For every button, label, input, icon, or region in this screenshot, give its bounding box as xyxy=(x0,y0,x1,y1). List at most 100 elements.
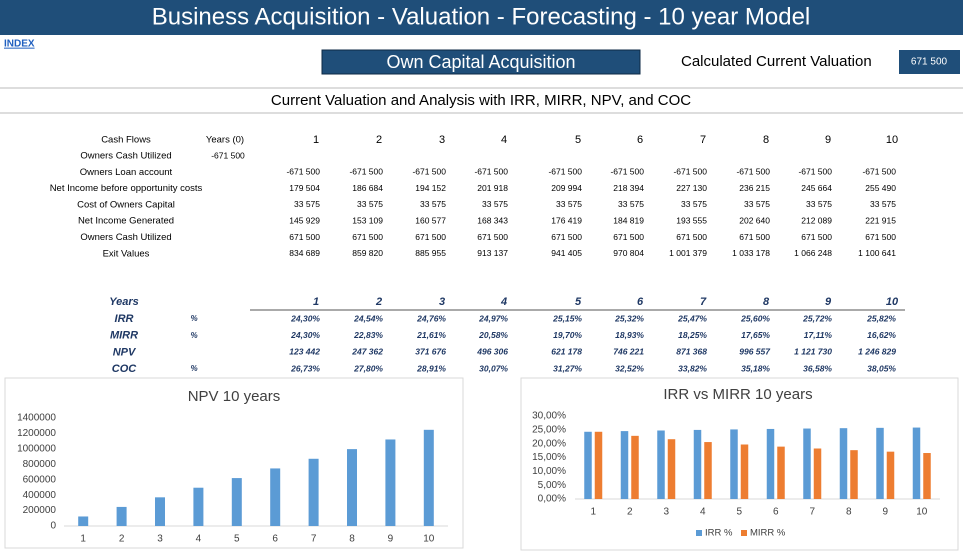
bar xyxy=(231,478,242,526)
cell: 36,58% xyxy=(803,363,832,373)
y-tick-label: 600000 xyxy=(23,474,57,485)
cell: 671 500 xyxy=(551,232,582,242)
y-tick-label: 10,00% xyxy=(532,466,566,477)
cell: 25,72% xyxy=(802,313,832,323)
x-tick-label: 2 xyxy=(627,507,633,518)
y-tick-label: 5,00% xyxy=(538,480,566,491)
col-header: 7 xyxy=(700,134,706,146)
cell: 193 555 xyxy=(676,215,707,225)
cell: 24,30% xyxy=(290,330,320,340)
cell: 496 306 xyxy=(476,347,508,357)
row-label: MIRR xyxy=(110,330,138,342)
col-header: 6 xyxy=(637,134,643,146)
cell: 28,91% xyxy=(416,363,446,373)
bar xyxy=(803,428,811,499)
y-tick-label: 0,00% xyxy=(538,494,566,505)
cell: 1 066 248 xyxy=(794,248,832,258)
chart-frame xyxy=(520,377,959,551)
legend-swatch xyxy=(741,530,747,536)
cell: -671 500 xyxy=(736,167,770,177)
row-header: Years xyxy=(109,296,139,308)
cell: 26,73% xyxy=(290,363,320,373)
x-tick-label: 3 xyxy=(157,534,163,545)
cell: 179 504 xyxy=(289,183,320,193)
cell: 671 500 xyxy=(739,232,770,242)
cell: 221 915 xyxy=(865,215,896,225)
y-tick-label: 800000 xyxy=(23,459,57,470)
cell: 30,07% xyxy=(479,363,508,373)
bar xyxy=(730,429,738,499)
col-header: 9 xyxy=(825,296,832,308)
cell: 236 215 xyxy=(739,183,770,193)
cell: -671 500 xyxy=(211,150,245,160)
cell: 671 500 xyxy=(415,232,446,242)
row-label: NPV xyxy=(113,346,137,358)
cell: 145 929 xyxy=(289,215,320,225)
col-header: 1 xyxy=(313,134,319,146)
cell: 19,70% xyxy=(553,330,582,340)
row-header: Cash Flows xyxy=(101,135,151,146)
unit: % xyxy=(190,331,197,340)
cell: 212 089 xyxy=(801,215,832,225)
mode-button[interactable] xyxy=(321,49,641,75)
valuation-value: 671 500 xyxy=(911,57,948,68)
cell: 160 577 xyxy=(415,215,446,225)
x-tick-label: 9 xyxy=(882,507,888,518)
cell: 33 575 xyxy=(482,199,508,209)
cell: 25,60% xyxy=(740,313,770,323)
chart-title: IRR vs MIRR 10 years xyxy=(663,386,812,403)
bar xyxy=(385,439,396,526)
bar xyxy=(116,506,127,526)
bar xyxy=(740,444,749,499)
bar xyxy=(270,468,281,526)
col-header: 5 xyxy=(575,296,582,308)
bar xyxy=(347,449,357,526)
cell: 184 819 xyxy=(613,215,644,225)
x-tick-label: 10 xyxy=(423,534,435,545)
cell: 201 918 xyxy=(477,183,508,193)
x-tick-label: 7 xyxy=(809,507,815,518)
cell: 33 575 xyxy=(681,199,707,209)
x-tick-label: 5 xyxy=(736,507,742,518)
cell: -671 500 xyxy=(862,167,896,177)
col-header: 8 xyxy=(763,134,769,146)
cell: -671 500 xyxy=(412,167,446,177)
x-tick-label: 4 xyxy=(196,534,202,545)
index-link[interactable]: INDEX xyxy=(4,39,35,50)
cell: 671 500 xyxy=(289,232,320,242)
valuation-label: Calculated Current Valuation xyxy=(681,53,872,70)
cell: -671 500 xyxy=(474,167,508,177)
y-tick-label: 1200000 xyxy=(17,428,56,439)
bar xyxy=(423,429,434,526)
col-header: 1 xyxy=(313,296,319,308)
cell: 33 575 xyxy=(556,199,582,209)
cell: 25,82% xyxy=(866,313,896,323)
col-header: 2 xyxy=(375,296,382,308)
cell: -671 500 xyxy=(673,167,707,177)
cell: 153 109 xyxy=(352,215,383,225)
cell: -671 500 xyxy=(349,167,383,177)
y-tick-label: 200000 xyxy=(23,505,57,516)
cell: -671 500 xyxy=(610,167,644,177)
cell: 941 405 xyxy=(551,248,582,258)
mode-button-label[interactable]: Own Capital Acquisition xyxy=(386,52,575,72)
row-label: Net Income before opportunity costs xyxy=(50,183,203,194)
cell: 18,93% xyxy=(615,330,644,340)
cell: 25,32% xyxy=(614,313,644,323)
x-tick-label: 1 xyxy=(590,507,596,518)
cell: 227 130 xyxy=(676,183,707,193)
bar xyxy=(584,431,592,499)
cell: 123 442 xyxy=(289,347,320,357)
cell: 671 500 xyxy=(676,232,707,242)
y-tick-label: 400000 xyxy=(23,490,57,501)
col-header: 4 xyxy=(501,134,507,146)
bar xyxy=(78,516,89,526)
bar xyxy=(704,442,712,499)
bar xyxy=(813,448,822,499)
bar xyxy=(850,450,858,499)
legend-label: IRR % xyxy=(705,528,733,539)
bar xyxy=(777,446,785,499)
col-header: 8 xyxy=(763,296,770,308)
unit: % xyxy=(190,364,197,373)
y-tick-label: 15,00% xyxy=(532,452,566,463)
